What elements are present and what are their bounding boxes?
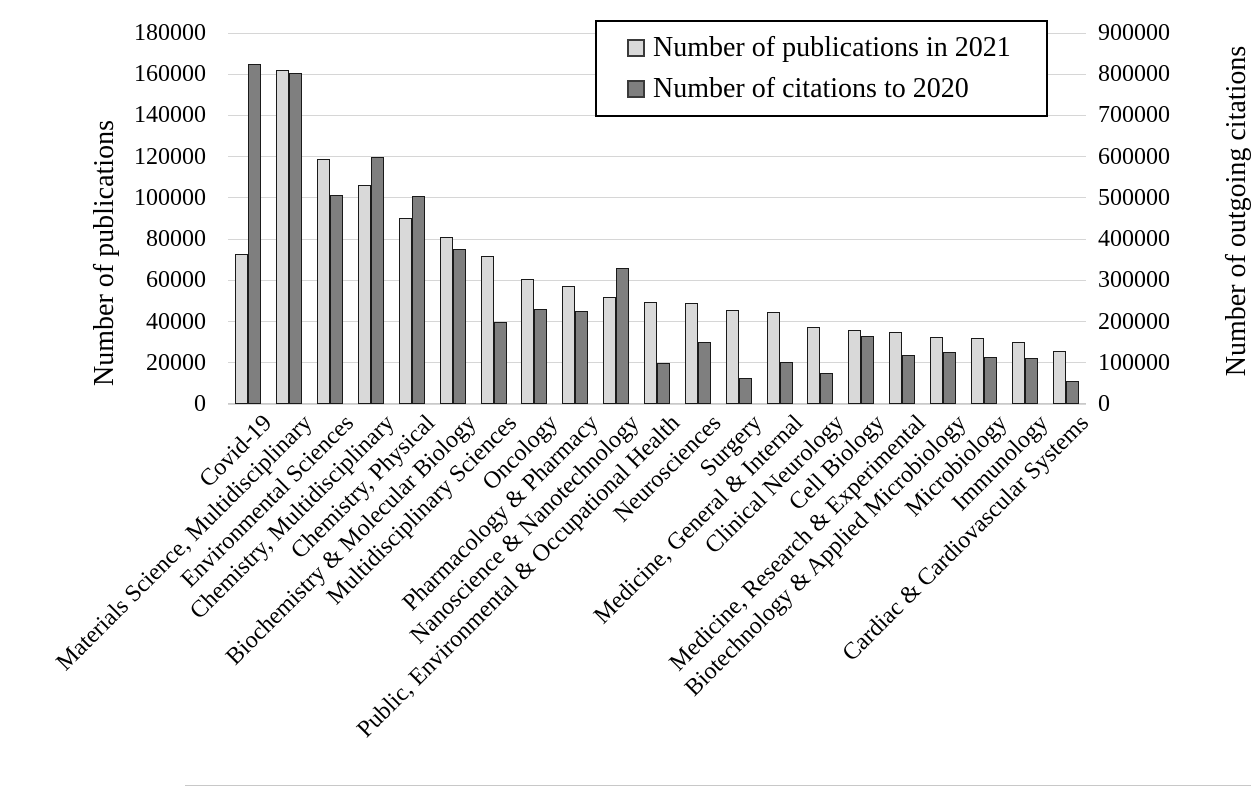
- publications-bar: [439, 237, 453, 404]
- publications-swatch-icon: [627, 39, 645, 57]
- citations-bar: [943, 352, 956, 404]
- left-axis-tick-label: 60000: [146, 267, 206, 294]
- legend-label-citations: Number of citations to 2020: [653, 73, 969, 104]
- right-axis-title: Number of outgoing citations: [1221, 45, 1252, 377]
- publications-bar: [889, 331, 903, 404]
- figure-bottom-border: [185, 785, 1251, 786]
- gridline: [228, 238, 1086, 240]
- gridline: [228, 156, 1086, 158]
- right-axis-tick-label: 0: [1098, 391, 1110, 417]
- gridline: [228, 197, 1086, 199]
- citations-bar: [330, 194, 344, 404]
- left-axis-tick-label: 160000: [134, 61, 206, 88]
- citations-bar: [248, 63, 262, 404]
- left-axis-tick-label: 20000: [146, 349, 206, 376]
- right-axis-tick-label: 500000: [1098, 184, 1170, 211]
- left-axis-tick-label: 80000: [146, 226, 206, 253]
- left-axis-tick-label: 140000: [134, 102, 206, 129]
- right-axis-tick-label: 400000: [1098, 226, 1170, 253]
- left-axis-tick-label: 180000: [134, 20, 206, 46]
- citations-bar: [452, 249, 466, 404]
- citations-bar: [861, 335, 875, 404]
- right-axis-tick-label: 700000: [1098, 102, 1170, 129]
- publications-bar: [398, 217, 412, 404]
- left-axis-tick-label: 0: [194, 391, 206, 417]
- gridline: [228, 279, 1086, 281]
- right-axis-tick-label: 600000: [1098, 143, 1170, 170]
- legend-item-citations: Number of citations to 2020: [627, 74, 1046, 104]
- citations-bar: [1024, 357, 1038, 404]
- citations-bar: [983, 357, 997, 404]
- publications-bar: [235, 253, 249, 404]
- citations-swatch-icon: [627, 80, 645, 98]
- citations-bar: [371, 156, 384, 404]
- legend-item-publications: Number of publications in 2021: [627, 33, 1046, 63]
- citations-bar: [411, 195, 425, 404]
- publications-bar: [317, 158, 331, 404]
- gridline: [228, 321, 1086, 323]
- legend: Number of publications in 2021 Number of…: [595, 20, 1048, 117]
- right-axis-tick-label: 200000: [1098, 308, 1170, 335]
- publications-bar: [848, 329, 862, 404]
- right-axis-tick-label: 800000: [1098, 61, 1170, 88]
- publications-bar: [562, 285, 576, 404]
- citations-bar: [902, 355, 916, 404]
- publications-bar: [603, 296, 617, 404]
- publications-bar: [358, 184, 371, 404]
- citations-bar: [1065, 380, 1079, 404]
- gridline: [228, 362, 1086, 364]
- citations-bar: [493, 321, 507, 404]
- right-axis-tick-label: 300000: [1098, 267, 1170, 294]
- citations-bar: [616, 268, 630, 404]
- publications-bar: [766, 312, 780, 404]
- publications-bar: [1052, 350, 1066, 404]
- publications-bar: [1011, 342, 1025, 404]
- left-axis-tick-label: 40000: [146, 308, 206, 335]
- right-axis-tick-label: 100000: [1098, 349, 1170, 376]
- left-axis-tick-label: 120000: [134, 143, 206, 170]
- citations-bar: [820, 373, 834, 404]
- publications-bar: [970, 338, 984, 404]
- left-axis-tick-label: 100000: [134, 184, 206, 211]
- citations-bar: [779, 362, 793, 404]
- citations-bar: [534, 309, 548, 404]
- publications-bar: [725, 309, 739, 404]
- publications-bar: [930, 337, 943, 404]
- publications-bar: [684, 302, 698, 404]
- publications-bar: [644, 302, 657, 404]
- gridline: [228, 403, 1086, 405]
- citations-bar: [575, 310, 589, 404]
- publications-bar: [521, 279, 535, 404]
- publications-bar: [276, 70, 290, 404]
- citations-bar: [657, 362, 670, 404]
- publications-bar: [480, 256, 494, 404]
- publications-bar: [807, 327, 821, 404]
- citations-bar: [289, 73, 303, 404]
- right-axis-tick-label: 900000: [1098, 20, 1170, 46]
- citations-bar: [738, 378, 752, 404]
- legend-label-publications: Number of publications in 2021: [653, 32, 1011, 63]
- citations-bar: [697, 341, 711, 404]
